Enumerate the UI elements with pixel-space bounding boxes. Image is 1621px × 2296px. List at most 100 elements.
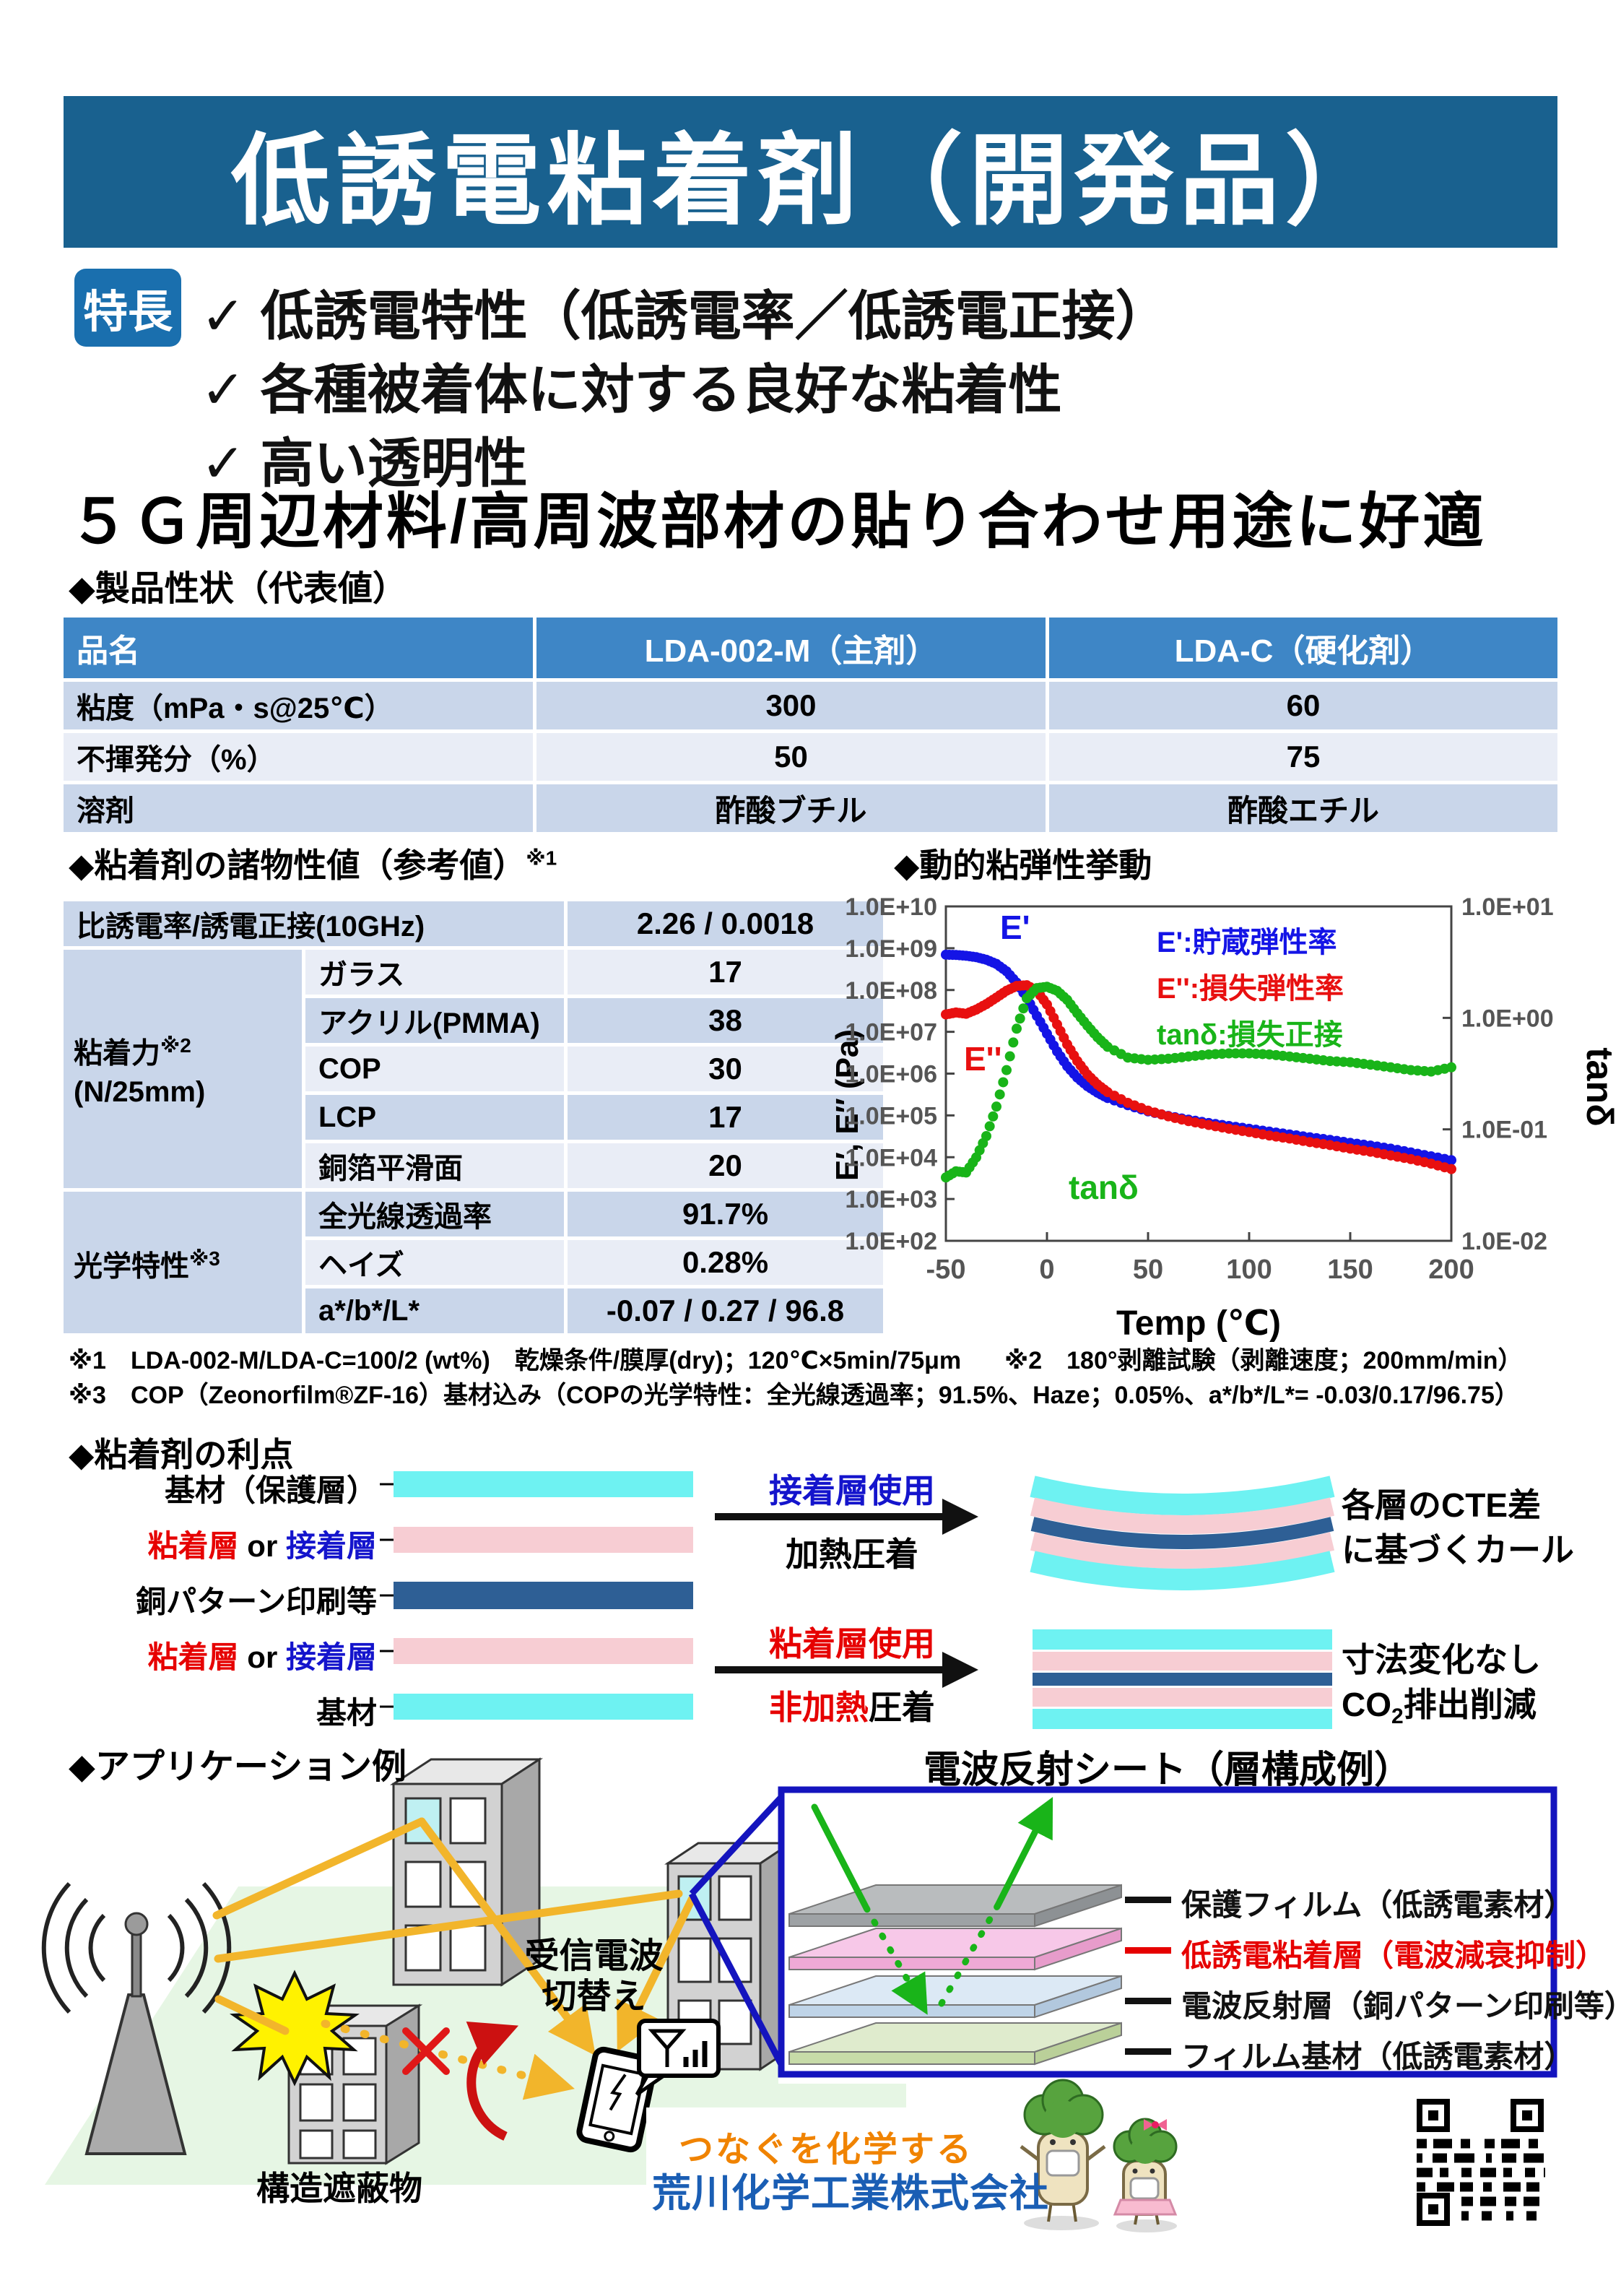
svg-text:1.0E+04: 1.0E+04 [845, 1144, 937, 1171]
optical-value: 0.28% [568, 1240, 883, 1285]
checkmark-icon: ✓ [201, 433, 246, 493]
substrate-bar-top [394, 1471, 693, 1497]
blocked-x-icon [402, 2027, 450, 2075]
wave-reflection-arrows [811, 1796, 1053, 2015]
company-name: 荒川化学工業株式会社 [652, 2172, 1049, 2215]
base-station-antenna-icon [41, 1881, 232, 2155]
optical-label: ヘイズ [305, 1240, 564, 1285]
substrate-bar-bottom [394, 1694, 693, 1720]
mascot-characters [1020, 2079, 1178, 2232]
section-title-benefits: ◆粘着剤の利点 [69, 1436, 294, 1473]
dielectric-label: 比誘電率/誘電正接(10GHz) [64, 901, 564, 946]
col-header: LDA-002-M（主剤） [536, 618, 1046, 678]
optical-value: 91.7% [568, 1192, 883, 1236]
svg-text:1.0E-01: 1.0E-01 [1461, 1117, 1547, 1144]
curl-result-line1: 各層のCTE差 [1342, 1486, 1541, 1524]
substrate-label: アクリル(PMMA) [305, 998, 564, 1043]
product-table: 品名 LDA-002-M（主剤） LDA-C（硬化剤） 粘度（mPa・s@25℃… [64, 618, 1557, 832]
page-title: 低誘電粘着剤（開発品） [230, 126, 1391, 237]
cell-value: 酢酸エチル [1049, 784, 1557, 832]
layer-label-substrate-bottom: 基材 [316, 1696, 377, 1730]
section-title-application: ◆アプリケーション例 [69, 1748, 407, 1786]
adhesion-value: 20 [568, 1143, 883, 1188]
dma-chart: E′, E″ (Pa) tanδ Temp (℃) 1.0E+10 1.0E+09… [830, 893, 1620, 1343]
adhesion-value: 38 [568, 998, 883, 1043]
footnote-2: ※3 COP（Zeonorfilm®ZF-16）基材込み（COPの光学特性：全光… [69, 1382, 1519, 1409]
section-title-properties: ◆粘着剤の諸物性値（参考値）※1 [69, 846, 557, 884]
svg-text:1.0E+05: 1.0E+05 [845, 1102, 937, 1130]
adhesive-use-label: 接着層使用 [769, 1472, 935, 1509]
reflect-sheet-diagram [689, 1786, 1557, 2078]
dielectric-value: 2.26 / 0.0018 [568, 901, 883, 946]
curled-laminate-result [1030, 1476, 1335, 1590]
substrate-label: 銅箔平滑面 [305, 1143, 564, 1188]
qr-code [1414, 2096, 1547, 2229]
sheet-layer-label-3: 電波反射層（銅パターン印刷等） [1181, 1989, 1621, 2023]
curl-result-line2: に基づくカール [1342, 1531, 1574, 1569]
row-label: 粘度（mPa・s@25℃） [64, 682, 533, 729]
adhesion-value: 17 [568, 950, 883, 995]
optical-value: -0.07 / 0.27 / 96.8 [568, 1288, 883, 1333]
psa-use-label: 粘着層使用 [769, 1625, 935, 1663]
co2-result: CO2排出削減 [1342, 1686, 1537, 1729]
svg-text:1.0E+09: 1.0E+09 [845, 935, 937, 963]
features-badge: 特長 [74, 269, 181, 347]
svg-text:tanδ:損失正接: tanδ:損失正接 [1157, 1019, 1343, 1051]
checkmark-icon: ✓ [201, 360, 246, 420]
no-heat-press-label: 非加熱圧着 [769, 1689, 935, 1726]
layer-label-substrate-top: 基材（保護層） [164, 1473, 377, 1507]
layer-label-adhesive-2: 粘着層 or 接着層 [147, 1640, 377, 1674]
svg-text:1.0E+08: 1.0E+08 [845, 977, 937, 1005]
optical-label: a*/b*/L* [305, 1288, 564, 1333]
svg-text:1.0E+01: 1.0E+01 [1461, 893, 1554, 921]
building-tall [389, 1757, 544, 1987]
svg-text:1.0E+02: 1.0E+02 [845, 1228, 937, 1255]
title-banner: 低誘電粘着剤（開発品） [64, 96, 1557, 248]
optical-group-label: 光学特性※3 [64, 1192, 302, 1333]
slab-protective-film [788, 1884, 1122, 1928]
cell-value: 50 [536, 733, 1046, 781]
row-label: 溶剤 [64, 784, 533, 832]
substrate-label: LCP [305, 1095, 564, 1140]
adhesion-value: 30 [568, 1047, 883, 1091]
properties-table: 比誘電率/誘電正接(10GHz) 2.26 / 0.0018 粘着力※2 (N/… [64, 901, 883, 1333]
adhesive-bar-upper [394, 1527, 693, 1553]
svg-text:E': E' [1000, 909, 1030, 946]
layer-label-adhesive-1: 粘着層 or 接着層 [147, 1529, 377, 1563]
svg-text:E':貯蔵弾性率: E':貯蔵弾性率 [1157, 927, 1337, 958]
svg-text:0: 0 [1039, 1255, 1054, 1285]
svg-text:150: 150 [1327, 1255, 1373, 1285]
cell-value: 75 [1049, 733, 1557, 781]
cell-value: 60 [1049, 682, 1557, 729]
radio-beams [212, 1817, 696, 2100]
substrate-label: ガラス [305, 950, 564, 995]
col-header: LDA-C（硬化剤） [1049, 618, 1557, 678]
svg-text:E'': E'' [964, 1040, 1002, 1078]
svg-text:1.0E+03: 1.0E+03 [845, 1186, 937, 1213]
blocked-beam-dotted [321, 2019, 575, 2100]
smartphone-icon [576, 2046, 658, 2153]
heat-press-label: 加熱圧着 [786, 1535, 918, 1573]
row-label: 不揮発分（%） [64, 733, 533, 781]
switch-label-line1: 受信電波 [524, 1937, 664, 1975]
feature-item-1: ✓ 低誘電特性（低誘電率／低誘電正接） [201, 286, 1169, 346]
feature-item-3: ✓ 高い透明性 [201, 433, 528, 493]
switch-arrow [466, 2022, 519, 2141]
no-change-result: 寸法変化なし [1342, 1641, 1541, 1678]
svg-text:tanδ: tanδ [1069, 1169, 1139, 1206]
y-axis-label-right: tanδ [1578, 1047, 1620, 1127]
checkmark-icon: ✓ [201, 286, 246, 346]
switch-label-line2: 切替え [542, 1977, 646, 2016]
col-header: 品名 [64, 618, 533, 678]
cell-value: 酢酸ブチル [536, 784, 1046, 832]
svg-text:200: 200 [1428, 1255, 1474, 1285]
footnote-1: ※1 LDA-002-M/LDA-C=100/2 (wt%) 乾燥条件/膜厚(d… [69, 1347, 1523, 1374]
slab-film-substrate [788, 2022, 1122, 2066]
copper-pattern-bar [394, 1582, 693, 1609]
feature-item-2: ✓ 各種被着体に対する良好な粘着性 [201, 360, 1062, 420]
sheet-layer-label-2: 低誘電粘着層（電波減衰抑制） [1181, 1938, 1607, 1972]
svg-text:-50: -50 [926, 1255, 966, 1285]
company-slogan: つなぐを化学する [679, 2131, 974, 2169]
